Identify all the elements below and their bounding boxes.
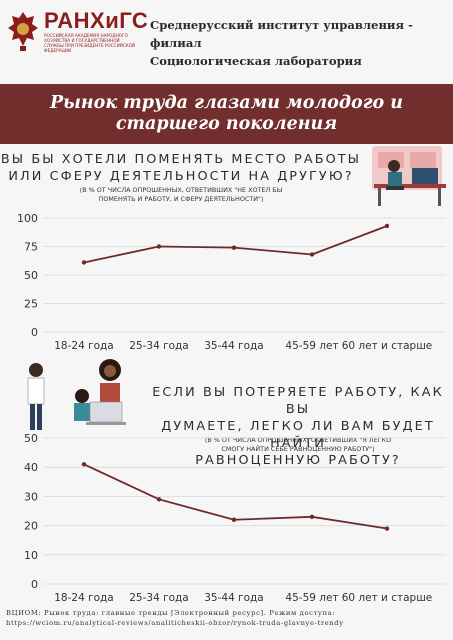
eagle-emblem-icon [8, 12, 38, 51]
question-2: ЕСЛИ ВЫ ПОТЕРЯЕТЕ РАБОТУ, КАК ВЫ ДУМАЕТЕ… [146, 384, 450, 469]
y-tick-label: 25 [24, 298, 38, 311]
question-1-line-2: ИЛИ СФЕРУ ДЕЯТЕЛЬНОСТИ НА ДРУГУЮ? [8, 169, 354, 184]
y-tick-label: 50 [24, 432, 38, 445]
x-tick-label: 45-59 лет [285, 340, 338, 352]
question-2-line-3: РАВНОЦЕННУЮ РАБОТУ? [195, 453, 401, 468]
data-point [156, 497, 162, 502]
x-tick-label: 45-59 лет [285, 592, 338, 604]
question-2-line-2: ДУМАЕТЕ, ЛЕГКО ЛИ ВАМ БУДЕТ НАЙТИ [161, 419, 435, 451]
title-line-2: старшего поколения [115, 114, 338, 134]
source-citation: ВЦИОМ: Рынок труда: главные тренды [Элек… [6, 608, 451, 628]
data-point [384, 223, 390, 229]
x-tick-label: 35-44 года [204, 592, 263, 604]
data-point [309, 252, 315, 257]
org-line-2: Социологическая лаборатория [150, 54, 362, 68]
data-point [81, 260, 87, 265]
question-2-note-line-1: (В % ОТ ЧИСЛА ОПРОШЕННЫХ, ОТВЕТИВШИХ "Я … [204, 436, 392, 444]
series-line [83, 225, 388, 264]
chart-1: 0 25 50 75 100 18-24 года 25-34 года 35-44 года… [17, 212, 446, 352]
question-1-note-line-1: (В % ОТ ЧИСЛА ОПРОШЕННЫХ, ОТВЕТИВШИХ "НЕ… [79, 186, 283, 194]
x-tick-label: 25-34 года [129, 340, 188, 352]
x-tick-label: 60 лет и старше [342, 592, 433, 604]
y-tick-label: 75 [24, 241, 38, 254]
question-1-note: (В % ОТ ЧИСЛА ОПРОШЕННЫХ, ОТВЕТИВШИХ "НЕ… [20, 186, 342, 204]
question-2-line-1: ЕСЛИ ВЫ ПОТЕРЯЕТЕ РАБОТУ, КАК ВЫ [152, 385, 444, 417]
y-tick-label: 50 [24, 269, 38, 282]
y-tick-label: 20 [24, 520, 38, 533]
citation-line-2: https://wciom.ru/analytical-reviews/anal… [6, 619, 344, 627]
y-tick-label: 100 [17, 212, 38, 225]
question-1-note-line-2: ПОМЕНЯТЬ И РАБОТУ, И СФЕРУ ДЕЯТЕЛЬНОСТИ"… [98, 195, 264, 203]
x-tick-label: 25-34 года [129, 592, 188, 604]
y-tick-label: 0 [31, 578, 38, 591]
office-worker-illustration [372, 146, 446, 206]
organization-name: Среднерусский институт управления - фили… [150, 16, 453, 70]
chart-2: 0 10 20 30 40 50 18-24 года 25-34 года 35-44 год… [24, 432, 446, 604]
x-tick-label: 18-24 года [54, 592, 113, 604]
data-point [384, 526, 390, 531]
question-2-note-line-2: СМОГУ НАЙТИ СЕБЕ РАВНОЦЕННУЮ РАБОТУ") [221, 445, 375, 453]
title-banner [0, 84, 453, 144]
x-tick-label: 35-44 года [204, 340, 263, 352]
logo-subtext: РОССИЙСКАЯ АКАДЕМИЯ НАРОДНОГО ХОЗЯЙСТВА … [44, 33, 136, 53]
data-point [81, 462, 87, 467]
data-point [231, 245, 237, 250]
x-tick-label: 18-24 года [54, 340, 113, 352]
question-1-line-1: ВЫ БЫ ХОТЕЛИ ПОМЕНЯТЬ МЕСТО РАБОТЫ [0, 152, 362, 167]
data-point [156, 244, 162, 249]
question-2-note: (В % ОТ ЧИСЛА ОПРОШЕННЫХ, ОТВЕТИВШИХ "Я … [160, 436, 436, 454]
y-tick-label: 40 [24, 461, 38, 474]
y-tick-label: 0 [31, 326, 38, 339]
org-line-1: Среднерусский институт управления - фили… [150, 18, 413, 50]
x-tick-label: 60 лет и старше [342, 340, 433, 352]
page-title: Рынок труда глазами молодого и старшего … [0, 93, 453, 135]
data-point [309, 514, 315, 520]
question-1: ВЫ БЫ ХОТЕЛИ ПОМЕНЯТЬ МЕСТО РАБОТЫ ИЛИ С… [0, 151, 362, 185]
title-line-1: Рынок труда глазами молодого и [49, 93, 404, 113]
y-tick-label: 30 [24, 490, 38, 503]
team-illustration [27, 359, 126, 430]
data-point [231, 517, 237, 522]
citation-line-1: ВЦИОМ: Рынок труда: главные тренды [Элек… [6, 609, 336, 617]
y-tick-label: 10 [24, 549, 38, 562]
logo-text: РАНХиГС [44, 8, 149, 33]
